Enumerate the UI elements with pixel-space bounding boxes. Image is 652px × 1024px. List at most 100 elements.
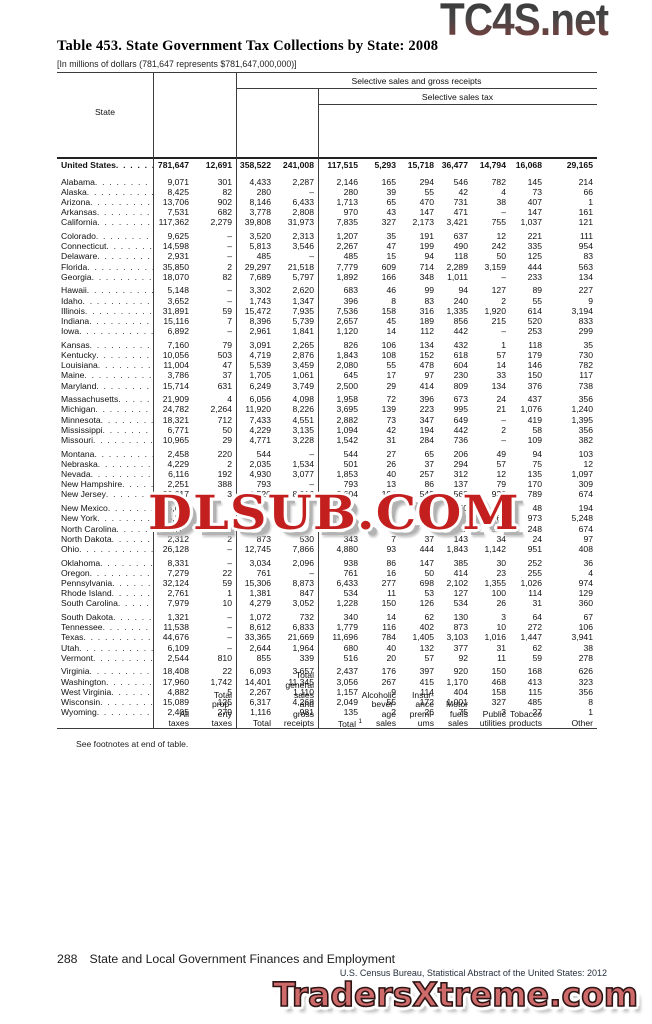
state-group: Kansas . . . . . . . . . . . . . . . . .…: [57, 340, 597, 391]
value-cell: 15,714: [162, 380, 189, 391]
value-cell: 191: [419, 230, 434, 241]
value-cell: 194: [578, 503, 593, 514]
value-cell: 2,264: [210, 404, 232, 415]
state-name: Indiana: [61, 315, 90, 326]
state-name: North Dakota: [61, 533, 112, 544]
value-cell: 414: [453, 567, 468, 578]
value-cell: 22: [222, 666, 232, 677]
state-name-cell: Idaho . . . . . . . . . . . . . . . . . …: [57, 296, 153, 306]
value-cell: 1,743: [249, 295, 271, 306]
value-cell: 112: [420, 326, 434, 337]
value-cell: 64: [532, 612, 542, 622]
table-row: Maine . . . . . . . . . . . . . . . . . …: [57, 370, 597, 380]
value-cell: 106: [381, 339, 396, 350]
value-cell: 15,089: [162, 697, 189, 707]
dot-leader: . . . . . . . . . . . . . . . . . . . .: [87, 261, 153, 272]
value-cell: 73: [386, 414, 396, 425]
value-cell: 125: [217, 697, 232, 707]
value-cell: 327: [381, 217, 396, 228]
dot-leader: . . . . . . . . . . . . . . . . . . . .: [89, 666, 153, 677]
table-row: California . . . . . . . . . . . . . . .…: [57, 217, 597, 227]
value-cell: 24: [532, 533, 542, 544]
value-cell: 2,279: [210, 217, 232, 228]
state-name-cell: Indiana . . . . . . . . . . . . . . . . …: [57, 316, 153, 326]
table-top-rule: [57, 72, 597, 73]
value-cell: 3,520: [249, 230, 271, 241]
value-cell: 2,312: [167, 533, 189, 544]
value-cell: 5,646: [167, 503, 189, 514]
value-cell: 396: [343, 295, 358, 306]
state-group: Oklahoma . . . . . . . . . . . . . . . .…: [57, 558, 597, 609]
value-cell: 3,778: [249, 207, 271, 218]
state-name-cell: Arkansas . . . . . . . . . . . . . . . .…: [57, 207, 153, 217]
value-cell: 86: [424, 479, 434, 490]
value-cell: 546: [453, 176, 468, 187]
value-cell: 146: [527, 360, 542, 371]
state-name-cell: United States . . . . . . . . . . . . . …: [57, 159, 153, 173]
value-cell: 106: [578, 622, 593, 633]
value-cell: 152: [419, 350, 434, 360]
value-cell: 117,362: [158, 217, 189, 228]
dot-leader: . . . . . . . . . . . . . . . . . . . .: [79, 326, 153, 337]
value-cell: 312: [453, 469, 468, 480]
value-cell: 356: [578, 424, 593, 435]
value-cell: 855: [256, 652, 271, 663]
state-name: Nebraska: [61, 458, 98, 469]
value-cell: 55: [424, 186, 434, 197]
value-cell: 26: [386, 458, 396, 469]
dot-leader: . . . . . . . . . . . . . . . . . . . .: [83, 632, 153, 643]
value-cell: 404: [453, 686, 468, 697]
table-bottom-rule: [57, 728, 597, 729]
state-name: Oklahoma: [61, 557, 101, 568]
value-cell: 15: [386, 251, 396, 262]
value-cell: 277: [381, 577, 396, 588]
table-row: Alaska . . . . . . . . . . . . . . . . .…: [57, 187, 597, 197]
state-name-cell: Wyoming . . . . . . . . . . . . . . . . …: [57, 707, 153, 717]
value-cell: 37: [222, 370, 232, 381]
state-name: Wisconsin: [61, 697, 101, 707]
value-cell: 17: [386, 370, 396, 381]
value-cell: 37: [424, 533, 434, 544]
value-cell: 2,267: [336, 241, 358, 252]
value-cell: 348: [419, 271, 434, 282]
value-cell: 470: [419, 196, 434, 207]
value-cell: 36,477: [441, 160, 468, 170]
value-cell: 94: [458, 285, 468, 296]
value-cell: 11,345: [288, 676, 314, 687]
value-cell: –: [309, 448, 314, 459]
value-cell: 11,538: [163, 622, 189, 633]
state-name-cell: Texas . . . . . . . . . . . . . . . . . …: [57, 632, 153, 642]
value-cell: 43: [386, 207, 396, 218]
value-cell: 12,520: [244, 489, 271, 500]
value-cell: –: [227, 622, 232, 633]
value-cell: 3,135: [292, 424, 314, 435]
state-name: Maine: [61, 370, 85, 381]
state-name: Arizona: [61, 196, 91, 207]
value-cell: 62: [532, 642, 542, 653]
value-cell: 150: [381, 598, 396, 609]
value-cell: 738: [578, 380, 593, 391]
value-cell: 161: [578, 207, 593, 218]
value-cell: –: [309, 567, 314, 578]
value-cell: 755: [491, 217, 506, 228]
value-cell: 1,381: [249, 588, 271, 599]
value-cell: –: [501, 326, 506, 337]
section-title: State and Local Government Finances and …: [89, 952, 396, 966]
value-cell: 278: [578, 652, 593, 663]
dot-leader: . . . . . . . . . . . . . . . . . . . .: [116, 523, 153, 534]
table-row: Ohio . . . . . . . . . . . . . . . . . .…: [57, 544, 597, 554]
value-cell: 6,433: [292, 196, 314, 207]
value-cell: 1,705: [249, 370, 271, 381]
value-cell: 3,546: [292, 241, 314, 252]
value-cell: 220: [217, 448, 232, 459]
value-cell: 981: [299, 707, 314, 718]
value-cell: 973: [527, 513, 542, 524]
value-cell: 36: [583, 557, 593, 568]
table-row: Connecticut . . . . . . . . . . . . . . …: [57, 241, 597, 251]
value-cell: 2: [501, 295, 506, 306]
value-cell: 520: [527, 315, 542, 326]
value-cell: 10,965: [162, 435, 189, 445]
value-cell: 793: [343, 479, 358, 490]
state-name-cell: Nevada . . . . . . . . . . . . . . . . .…: [57, 469, 153, 479]
value-cell: 82: [222, 271, 232, 282]
